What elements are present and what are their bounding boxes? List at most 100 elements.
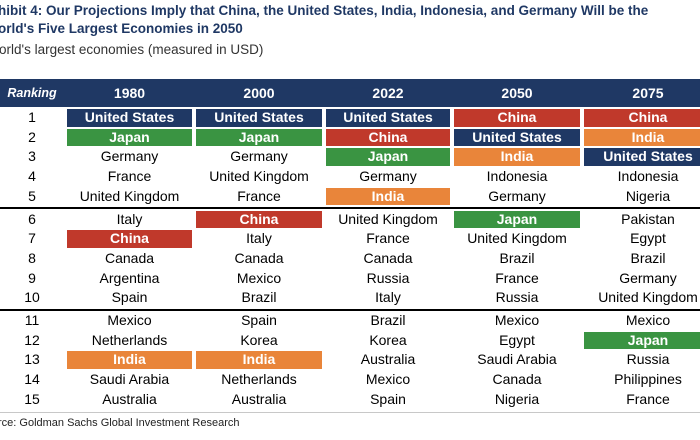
- table-row: 4 France United Kingdom Germany Indonesia Ind…: [0, 167, 700, 187]
- country-cell: China: [196, 210, 322, 229]
- exhibit-title-line-2: orld's Five Largest Economies in 2050: [0, 21, 243, 36]
- country-cell: Australia: [102, 390, 157, 407]
- header-year-2000: 2000: [243, 85, 275, 101]
- country-cell: United Kingdom: [209, 168, 309, 185]
- rank-number: 13: [24, 351, 40, 368]
- country-cell: China: [454, 109, 580, 127]
- country-cell: Italy: [116, 210, 143, 227]
- country-cell: Korea: [369, 331, 407, 348]
- country-cell: Brazil: [630, 249, 666, 266]
- country-cell: Spain: [241, 312, 277, 328]
- country-cell: Mexico: [625, 312, 671, 328]
- exhibit-title: hibit 4: Our Projections Imply that Chin…: [0, 2, 700, 38]
- table-row: 1 United States United States United States…: [0, 108, 700, 128]
- country-cell: United States: [196, 109, 322, 127]
- country-cell: Indonesia: [617, 168, 679, 185]
- table-row: 2 Japan Japan China United States India: [0, 128, 700, 148]
- country-cell: France: [107, 168, 152, 185]
- country-cell: United States: [454, 128, 580, 147]
- country-cell: India: [196, 351, 322, 370]
- country-cell: United States: [584, 148, 700, 167]
- country-cell: China: [326, 128, 450, 147]
- country-cell: Germany: [359, 168, 417, 185]
- table-row: 11 Mexico Spain Brazil Mexico Mexico: [0, 311, 700, 331]
- country-cell: Egypt: [499, 331, 535, 348]
- rank-number: 6: [28, 210, 36, 227]
- country-cell: Saudi Arabia: [477, 351, 557, 368]
- country-cell: India: [584, 128, 700, 147]
- country-cell: Italy: [375, 289, 401, 306]
- country-cell: India: [67, 351, 192, 370]
- country-cell: Saudi Arabia: [89, 371, 170, 388]
- country-cell: Australia: [231, 390, 287, 407]
- table-row: 10 Spain Brazil Italy Russia United Kingdom: [0, 288, 700, 308]
- country-cell: Canada: [492, 371, 542, 388]
- country-cell: Brazil: [370, 312, 406, 328]
- table-row: 8 Canada Canada Canada Brazil Brazil: [0, 249, 700, 269]
- table-row: 14 Saudi Arabia Netherlands Mexico Canada Phi…: [0, 370, 700, 390]
- country-cell: Nigeria: [494, 390, 540, 407]
- country-cell: Spain: [370, 390, 406, 407]
- country-cell: India: [454, 148, 580, 167]
- country-cell: India: [326, 187, 450, 206]
- country-cell: Nigeria: [625, 187, 671, 204]
- country-cell: Russia: [366, 269, 410, 286]
- country-cell: Mexico: [365, 371, 411, 388]
- country-cell: Japan: [584, 331, 700, 350]
- exhibit-subtitle: orld's largest economies (measured in US…: [0, 42, 264, 57]
- country-cell: Philippines: [614, 371, 682, 388]
- country-cell: United States: [326, 109, 450, 127]
- country-cell: Brazil: [241, 289, 277, 306]
- country-cell: Japan: [67, 128, 192, 147]
- country-cell: Italy: [246, 230, 272, 247]
- country-cell: Japan: [196, 128, 322, 147]
- rank-number: 15: [24, 390, 40, 407]
- source-note: rce: Goldman Sachs Global Investment Res…: [0, 417, 240, 429]
- table-row: 12 Netherlands Korea Korea Egypt Japan: [0, 331, 700, 351]
- table-row: 6 Italy China United Kingdom Japan Pakistan: [0, 210, 700, 230]
- country-cell: France: [626, 390, 670, 407]
- group-separator: [0, 207, 700, 209]
- rank-number: 5: [28, 187, 36, 204]
- country-cell: United Kingdom: [598, 289, 698, 306]
- table-row: 15 Australia Australia Spain Nigeria France: [0, 390, 700, 410]
- country-cell: Egypt: [630, 230, 666, 247]
- country-cell: China: [584, 109, 700, 127]
- country-cell: Spain: [111, 289, 148, 306]
- country-cell: Mexico: [494, 312, 540, 328]
- rank-number: 10: [24, 289, 40, 306]
- country-cell: Russia: [626, 351, 670, 368]
- rank-number: 2: [28, 128, 36, 145]
- header-year-2050: 2050: [501, 85, 533, 101]
- header-year-1980: 1980: [113, 85, 146, 101]
- group-separator: [0, 308, 700, 311]
- rank-number: 3: [28, 148, 36, 165]
- country-cell: Pakistan: [621, 210, 675, 227]
- header-year-2075: 2075: [632, 85, 664, 101]
- table-bottom-rule: [0, 411, 700, 413]
- country-cell: Germany: [100, 148, 159, 165]
- header-ranking: Ranking: [7, 86, 57, 100]
- country-cell: Canada: [234, 249, 284, 266]
- country-cell: Indonesia: [486, 168, 548, 185]
- country-cell: United Kingdom: [467, 230, 567, 247]
- country-cell: Japan: [454, 210, 580, 229]
- table-row: 5 United Kingdom France India Germany Nigeria: [0, 187, 700, 207]
- country-cell: United Kingdom: [338, 210, 438, 227]
- country-cell: Australia: [360, 351, 416, 368]
- country-cell: France: [495, 269, 539, 286]
- rank-number: 9: [28, 269, 36, 286]
- rank-number: 4: [28, 168, 36, 185]
- table-row: 9 Argentina Mexico Russia France Germany: [0, 269, 700, 289]
- country-cell: France: [237, 187, 281, 204]
- country-cell: Brazil: [499, 249, 535, 266]
- table-row: 13 India India Australia Saudi Arabia Russia: [0, 350, 700, 370]
- country-cell: Mexico: [236, 269, 282, 286]
- table-header: Ranking 1980 2000 2022 2050 2075: [0, 79, 700, 107]
- country-cell: Canada: [363, 249, 413, 266]
- header-year-2022: 2022: [372, 85, 404, 101]
- rank-number: 8: [28, 249, 36, 266]
- exhibit-title-line-1: hibit 4: Our Projections Imply that Chin…: [0, 3, 649, 18]
- country-cell: Netherlands: [221, 371, 297, 388]
- country-cell: Netherlands: [91, 331, 168, 348]
